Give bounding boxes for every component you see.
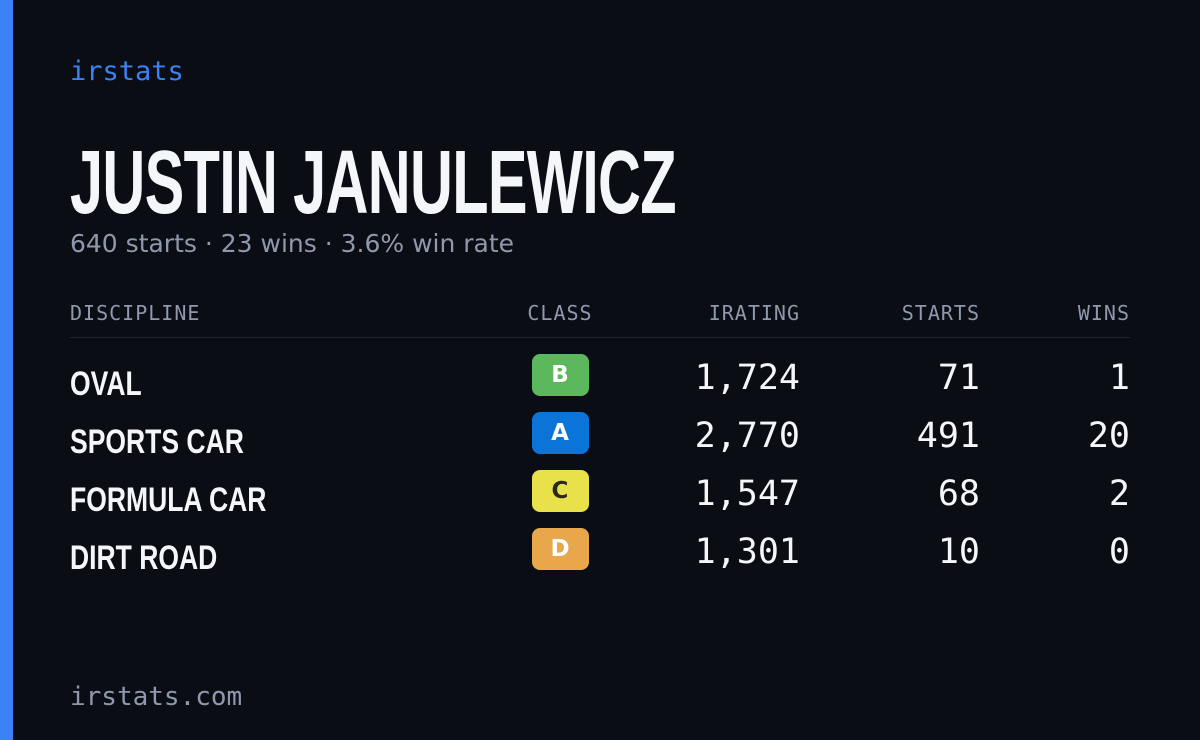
class-badge: D (531, 528, 589, 570)
column-header: CLASS (527, 301, 593, 325)
column-header: IRATING (708, 301, 800, 325)
column-header: DISCIPLINE (70, 301, 201, 325)
starts: 71 (937, 358, 980, 398)
header-rule (70, 337, 1130, 338)
player-summary: 640 starts · 23 wins · 3.6% win rate (70, 229, 515, 258)
player-name: JUSTIN JANULEWICZ (70, 133, 677, 233)
wins: 20 (1087, 416, 1130, 456)
column-header: WINS (1077, 301, 1130, 325)
brand: irstats (70, 56, 184, 87)
class-badge: A (531, 412, 589, 454)
discipline: DIRT ROAD (70, 539, 218, 577)
column-header: STARTS (901, 301, 980, 325)
irating: 2,770 (694, 416, 800, 456)
class-badge: B (531, 354, 589, 396)
discipline: FORMULA CAR (70, 481, 267, 519)
wins: 2 (1108, 474, 1130, 514)
irating: 1,547 (694, 474, 800, 514)
wins: 0 (1108, 532, 1130, 572)
class-badge: C (531, 470, 589, 512)
wins: 1 (1108, 358, 1130, 398)
starts: 491 (916, 416, 980, 456)
starts: 10 (937, 532, 980, 572)
discipline: OVAL (70, 365, 142, 403)
discipline: SPORTS CAR (70, 423, 244, 461)
starts: 68 (937, 474, 980, 514)
irating: 1,724 (694, 358, 800, 398)
irating: 1,301 (694, 532, 800, 572)
footer: irstats.com (70, 682, 243, 712)
accent-stripe (0, 0, 13, 740)
